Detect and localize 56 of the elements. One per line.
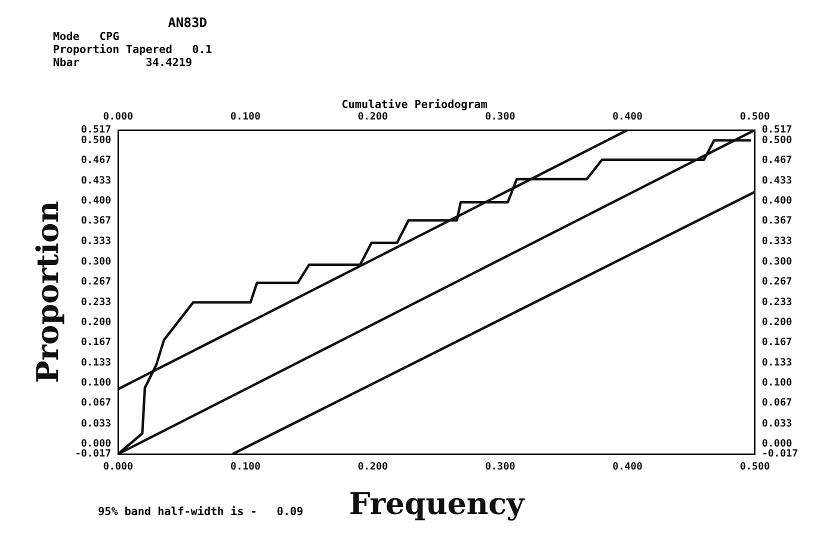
x-tick-label: 0.000 <box>103 112 134 123</box>
y-tick-label: 0.067 <box>81 398 112 409</box>
chart-title: Cumulative Periodogram <box>340 98 488 111</box>
y2-tick-label: -0.017 <box>762 448 798 460</box>
y-tick-label: 0.517 <box>81 124 112 136</box>
y2-tick-label: 0.433 <box>762 176 792 187</box>
y2-tick-label: 0.033 <box>762 418 792 430</box>
y-axis-title: Proportion <box>30 200 66 384</box>
y2-tick-label: 0.000 <box>762 438 792 450</box>
y-tick-label: 0.500 <box>81 134 112 146</box>
x-tick-label: 0.300 <box>485 112 516 123</box>
x2-tick-label: 0.200 <box>358 462 388 473</box>
y2-tick-label: 0.367 <box>762 216 792 227</box>
y-tick-label: 0.200 <box>81 316 112 328</box>
x2-tick-label: 0.500 <box>740 462 770 473</box>
x-tick-label: 0.200 <box>358 112 388 123</box>
text: Mode CPG <box>53 30 120 43</box>
y-tick-label: 0.233 <box>81 296 112 308</box>
y-tick-label: 0.267 <box>81 276 112 288</box>
y-tick-label: 0.467 <box>81 154 112 166</box>
y-tick-label: 0.433 <box>81 176 112 187</box>
x-axis-title: Frequency <box>348 486 526 522</box>
y2-tick-label: 0.100 <box>762 378 792 389</box>
x-tick-label: 0.400 <box>612 112 643 123</box>
y-tick-label: 0.033 <box>81 418 112 430</box>
x2-tick-label: 0.400 <box>612 462 643 473</box>
text: Nbar 34.4219 <box>53 56 194 69</box>
x2-tick-label: 0.000 <box>103 462 134 473</box>
y-tick-label: 0.000 <box>81 438 112 450</box>
x-tick-label: 0.100 <box>230 112 261 123</box>
y2-tick-label: 0.200 <box>762 316 792 328</box>
y-tick-label: 0.367 <box>81 216 112 227</box>
y-tick-label: 0.400 <box>81 196 112 207</box>
y2-tick-label: 0.233 <box>762 296 792 308</box>
y2-tick-label: 0.333 <box>762 236 792 248</box>
y-tick-label: 0.133 <box>81 358 112 369</box>
y2-tick-label: 0.133 <box>762 358 792 369</box>
y2-tick-label: 0.167 <box>762 336 792 348</box>
y2-tick-label: 0.300 <box>762 256 792 268</box>
y-tick-label: 0.167 <box>81 336 112 348</box>
y-tick-label: 0.333 <box>81 236 112 248</box>
x2-tick-label: 0.100 <box>230 462 261 473</box>
text: Proportion Tapered 0.1 <box>53 43 212 56</box>
x-tick-label: 0.500 <box>740 112 770 123</box>
y2-tick-label: 0.517 <box>762 124 792 136</box>
y-tick-label: 0.100 <box>81 378 112 389</box>
y2-tick-label: 0.500 <box>762 134 792 146</box>
y-tick-label: 0.300 <box>81 256 112 268</box>
y2-tick-label: 0.400 <box>762 196 792 207</box>
y2-tick-label: 0.267 <box>762 276 792 288</box>
y2-tick-label: 0.467 <box>762 154 792 166</box>
text: 95% band half-width is - 0.09 <box>98 505 304 518</box>
y-tick-label: -0.017 <box>75 448 112 460</box>
y2-tick-label: 0.067 <box>762 398 792 409</box>
x2-tick-label: 0.300 <box>485 462 516 473</box>
chart-subtitle: AN83D <box>168 16 208 31</box>
